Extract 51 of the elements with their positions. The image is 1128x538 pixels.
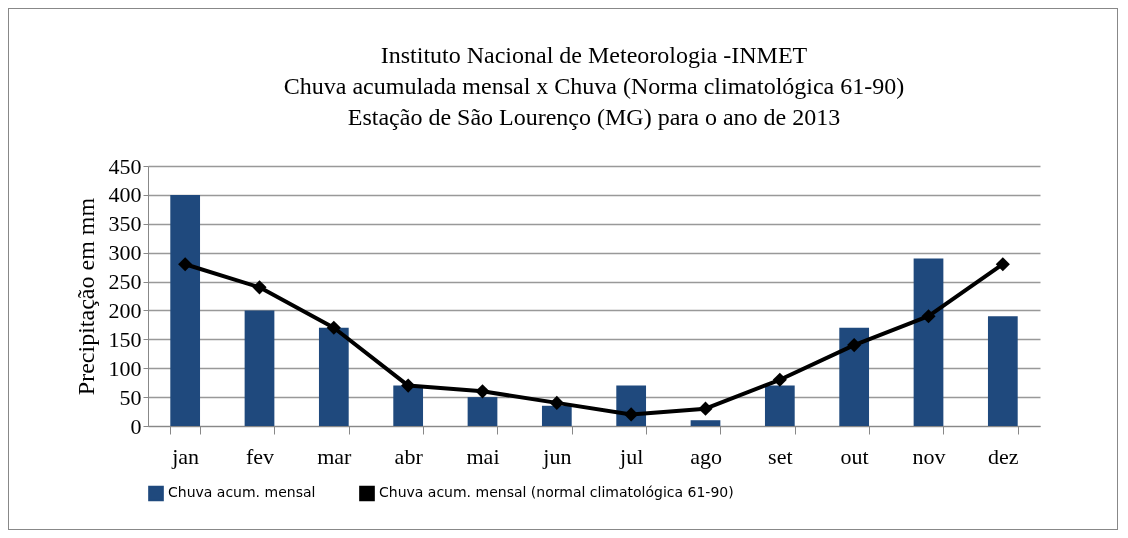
bar (839, 327, 870, 426)
bar (467, 397, 498, 426)
y-tick-label: 0 (130, 413, 142, 439)
text: Estação de São Lourenço (MG) para o ano de 2013 (347, 104, 841, 130)
text: Instituto Nacional de Meteorologia -INMET (380, 42, 808, 68)
point (326, 320, 341, 335)
point (624, 407, 639, 422)
bar (170, 194, 201, 426)
bar (244, 310, 275, 426)
x-tick-label: nov (912, 443, 946, 469)
y-tick-label: 400 (108, 182, 142, 208)
y-tick-label: 200 (108, 297, 142, 323)
x-tick-label: abr (394, 443, 424, 469)
x-tick-label: out (840, 443, 869, 469)
x-tick-label: mai (466, 443, 500, 469)
legend-label: Chuva acum. mensal (168, 484, 316, 501)
point (178, 257, 193, 272)
bar (393, 385, 424, 426)
y-axis-title: Precipitação em mm (72, 197, 99, 396)
point (772, 372, 787, 387)
legend-label: Chuva acum. mensal (normal climatológica 61-90) (379, 484, 734, 501)
y-tick-label: 50 (119, 384, 142, 410)
point (921, 309, 936, 324)
x-tick-label: jan (171, 443, 200, 469)
point (698, 401, 713, 416)
bar (318, 327, 349, 426)
point (252, 280, 267, 295)
bar (541, 405, 572, 426)
y-tick-label: 100 (108, 355, 142, 381)
point (847, 338, 862, 353)
y-tick-label: 250 (108, 269, 142, 295)
y-tick-label: 150 (108, 326, 142, 352)
bar (764, 385, 795, 426)
text: Chuva acumulada mensal x Chuva (Norma climatológica 61-90) (283, 73, 905, 99)
point (475, 384, 490, 399)
x-tick-label: dez (988, 443, 1019, 469)
bar (987, 316, 1018, 426)
x-tick-label: ago (690, 443, 722, 469)
x-tick-label: fev (245, 443, 275, 469)
y-tick-label: 350 (108, 211, 142, 237)
x-tick-label: jun (542, 443, 572, 469)
x-tick-label: set (768, 443, 793, 469)
point (995, 257, 1010, 272)
point (549, 395, 564, 410)
y-tick-label: 300 (108, 240, 142, 266)
bar (913, 258, 944, 426)
x-tick-label: mar (317, 443, 353, 469)
point (401, 378, 416, 393)
bar (690, 420, 721, 426)
y-tick-label: 450 (108, 153, 142, 179)
x-tick-label: jul (619, 443, 644, 469)
